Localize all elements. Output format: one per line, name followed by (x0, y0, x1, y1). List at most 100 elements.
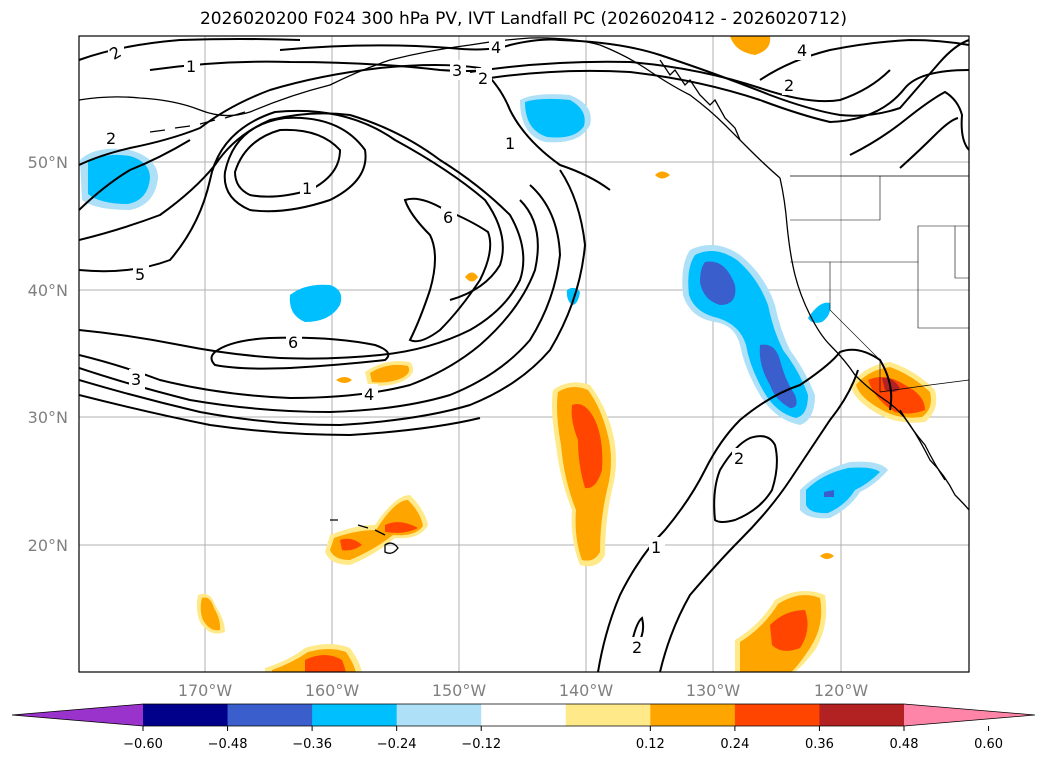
colorbar: −0.60 −0.48 −0.36 −0.24 −0.12 0.12 0.24 0.36 0.4… (11, 703, 1036, 752)
contour-label: 2 (734, 449, 744, 468)
contour-label: 6 (288, 333, 298, 352)
pos-region-top-gulf (730, 36, 771, 55)
colorbar-segment (396, 704, 482, 726)
pos-region-central-core (571, 404, 603, 489)
colorbar-tick-label: 0.24 (720, 737, 749, 752)
lat-label-30n: 30°N (28, 408, 68, 427)
contour-ne-3 (899, 117, 959, 169)
border-states-4 (917, 262, 969, 329)
contour-4-south (79, 184, 562, 414)
border-states-3 (829, 262, 881, 392)
pos-dot-1 (655, 171, 670, 179)
lon-label-130w: 130°W (686, 681, 741, 700)
contour-6-loop (403, 197, 492, 343)
colorbar-tick-label: 0.48 (890, 737, 919, 752)
contour-label: 3 (452, 61, 462, 80)
contour-label: 1 (302, 179, 312, 198)
colorbar-extend-high (904, 704, 1035, 726)
contour-label: 5 (135, 265, 145, 284)
neg-region-west-50n-core (88, 154, 150, 204)
colorbar-segment (734, 704, 820, 726)
contour-outer-loop (79, 112, 525, 360)
gridlines (79, 36, 969, 672)
contour-4-north (279, 38, 969, 117)
positive-shading (196, 36, 937, 672)
colorbar-segments (11, 703, 1036, 727)
pos-region-bottom-right-core (770, 610, 808, 651)
lat-label-50n: 50°N (28, 153, 68, 172)
coastlines (79, 37, 969, 554)
contour-2-inner (489, 69, 969, 124)
border-states-1 (790, 176, 881, 221)
pos-dot-3 (820, 553, 834, 559)
neg-region-mid-pac (289, 284, 342, 322)
colorbar-segment (565, 704, 651, 726)
latitude-labels: 50°N 40°N 30°N 20°N (28, 153, 68, 555)
colorbar-ticks: −0.60 −0.48 −0.36 −0.24 −0.12 0.12 0.24 0.36 0.4… (123, 726, 1003, 752)
contour-loop-2 (223, 116, 367, 213)
contour-label: 4 (797, 41, 807, 60)
lon-label-150w: 150°W (432, 681, 487, 700)
colorbar-segment (481, 704, 567, 726)
lon-label-120w: 120°W (814, 681, 869, 700)
colorbar-tick-label: 0.60 (974, 737, 1003, 752)
aleutians (149, 111, 246, 133)
contour-label: 1 (505, 134, 515, 153)
neg-region-offshore-ca-core-2 (759, 344, 797, 408)
lon-label-140w: 140°W (559, 681, 614, 700)
map-frame (78, 35, 970, 673)
colorbar-segment (227, 704, 313, 726)
pos-region-bottom-left-core (305, 655, 346, 672)
contour-1-east-2 (659, 369, 859, 672)
border-states-2 (790, 225, 969, 263)
neg-region-offshore-ca-core-1 (700, 261, 736, 305)
colorbar-tick-label: −0.60 (123, 737, 163, 752)
coastline-bc-panhandle (659, 59, 741, 141)
contour-west-edge (79, 139, 191, 211)
coastline-alaska (79, 37, 781, 179)
pos-region-hawaii-core (340, 522, 418, 551)
colorbar-tick-label: −0.24 (377, 737, 417, 752)
pos-region-socal-core (868, 376, 925, 414)
colorbar-extend-low (12, 704, 143, 726)
lon-label-170w: 170°W (178, 681, 233, 700)
contour-2-tiny (631, 616, 645, 642)
neg-region-baja-sw-core (806, 467, 880, 514)
contour-2-east (713, 435, 778, 523)
colorbar-segment (143, 704, 229, 726)
colorbar-tick-label: 0.12 (636, 737, 665, 752)
coastline-baja (899, 409, 946, 481)
contour-label: 2 (106, 129, 116, 148)
contour-loop-3 (79, 109, 504, 301)
pos-dot-4 (336, 377, 352, 383)
border-states-5 (954, 226, 969, 279)
map-title: 2026020200 F024 300 hPa PV, IVT Landfall… (199, 9, 847, 29)
contour-label: 1 (651, 538, 661, 557)
lat-label-40n: 40°N (28, 281, 68, 300)
pos-region-offshore-2-core (370, 364, 410, 383)
contour-ne-2 (849, 90, 969, 156)
contour-label-group: 2 1 4 3 2 4 2 2 1 1 6 5 6 3 (104, 38, 811, 657)
colorbar-segment (312, 704, 398, 726)
contour-1-east (597, 348, 893, 672)
contour-label: 3 (131, 370, 141, 389)
longitude-labels: 170°W 160°W 150°W 140°W 130°W 120°W (178, 681, 869, 700)
colorbar-segment (650, 704, 736, 726)
colorbar-tick-label: −0.48 (208, 737, 248, 752)
contour-label: 6 (443, 208, 453, 227)
neg-region-baja-sw-dot (824, 490, 834, 497)
colorbar-tick-label: −0.12 (461, 737, 501, 752)
contour-3-north (149, 60, 491, 72)
contour-3-inner (469, 60, 891, 103)
lat-label-20n: 20°N (28, 536, 68, 555)
contour-label: 4 (364, 385, 374, 404)
contour-label: 2 (784, 76, 794, 95)
colorbar-segment (819, 704, 905, 726)
contour-ne-1 (759, 38, 969, 81)
neg-region-north-pac-core (525, 98, 585, 138)
contour-label: 2 (478, 69, 488, 88)
coastline-west-us (779, 177, 969, 511)
hawaii-islands (330, 519, 399, 554)
border-us-mexico (879, 379, 969, 393)
